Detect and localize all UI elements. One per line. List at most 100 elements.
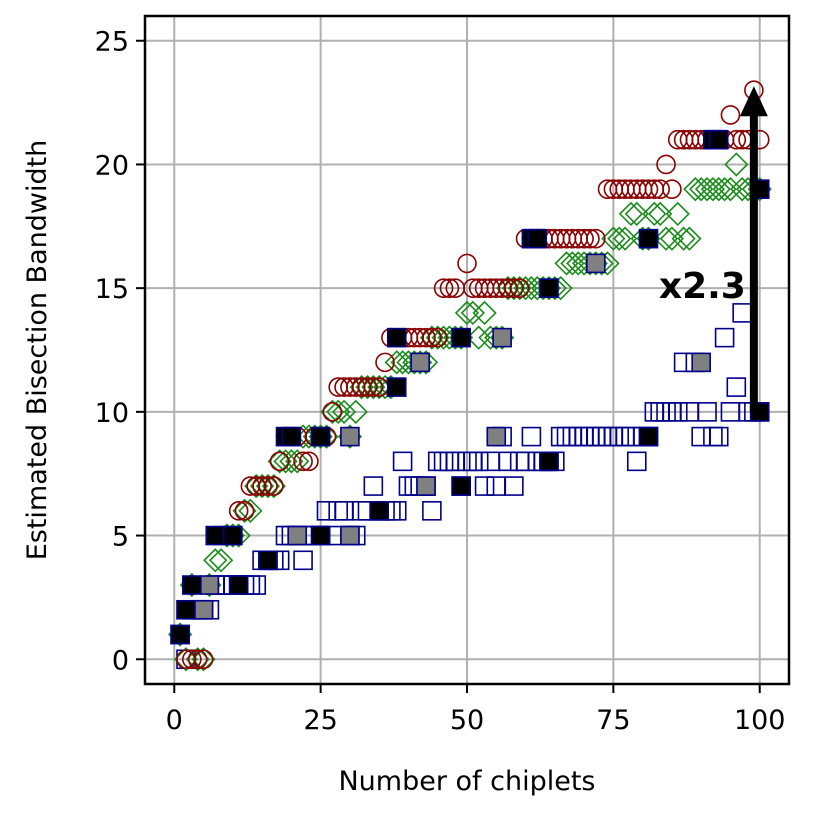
x-tick-label: 50 xyxy=(450,705,484,736)
diamond-point xyxy=(232,498,257,523)
diamond-point xyxy=(624,201,649,227)
diamond-point xyxy=(255,473,281,499)
x-tick-label: 0 xyxy=(166,705,183,736)
black-filled-point xyxy=(310,525,331,546)
square-point xyxy=(486,476,507,496)
circle-point xyxy=(574,228,594,249)
grid-lines xyxy=(145,16,789,684)
y-tick-label: 0 xyxy=(112,645,129,676)
diamond-point xyxy=(249,473,275,499)
diamond-point xyxy=(607,226,632,251)
circle-point xyxy=(299,451,319,472)
circle-point xyxy=(580,228,600,249)
black-filled-point xyxy=(223,525,243,546)
circle-point xyxy=(650,179,671,199)
circle-point xyxy=(258,476,278,496)
diamond-point xyxy=(390,350,415,375)
square-point xyxy=(398,476,419,496)
diamond-point xyxy=(431,325,456,350)
diamond-point xyxy=(244,473,269,499)
diamond-point xyxy=(285,449,310,474)
circle-point xyxy=(252,476,272,496)
black-filled-point xyxy=(170,624,190,645)
circle-point xyxy=(656,154,676,175)
diamond-point xyxy=(730,177,755,202)
diamond-point xyxy=(712,177,737,202)
gray-filled-point xyxy=(410,352,430,373)
diamond-point xyxy=(466,325,491,350)
diamond-point xyxy=(425,325,450,350)
diamond-point xyxy=(507,276,532,301)
y-axis-ticks: 0 5 10 15 20 25 xyxy=(95,27,145,676)
square-point xyxy=(363,476,384,496)
y-tick-label: 20 xyxy=(95,150,129,181)
diamond-point xyxy=(384,350,409,375)
circle-point xyxy=(498,278,518,298)
diamond-point xyxy=(185,647,210,672)
x-axis-title: Number of chiplets xyxy=(338,766,595,797)
circle-point xyxy=(504,278,524,298)
diamond-point xyxy=(349,374,374,400)
diamond-point xyxy=(642,201,667,227)
square-point xyxy=(615,426,635,447)
diamond-point xyxy=(501,276,526,301)
gray-filled-point xyxy=(585,253,606,274)
y-tick-label: 5 xyxy=(112,522,129,553)
circle-point xyxy=(457,253,477,274)
circle-point xyxy=(322,402,343,422)
circle-point xyxy=(439,278,460,298)
square-point xyxy=(703,426,723,447)
x-axis-ticks: 0 25 50 75 100 xyxy=(166,684,786,736)
square-point xyxy=(433,451,454,472)
diamond-point xyxy=(203,548,228,573)
black-filled-point xyxy=(258,550,278,571)
diamond-point xyxy=(326,399,351,424)
diamond-point xyxy=(706,177,731,202)
black-filled-point xyxy=(386,327,407,348)
circle-point xyxy=(193,649,214,670)
square-point xyxy=(726,377,747,397)
diamond-point xyxy=(601,226,626,251)
square-point xyxy=(550,426,571,447)
square-point xyxy=(504,476,524,496)
circle-point xyxy=(585,228,606,249)
square-point xyxy=(498,451,518,472)
diamond-point xyxy=(671,226,696,251)
square-point xyxy=(591,426,612,447)
diamond-point xyxy=(653,226,679,251)
diamond-point xyxy=(361,374,386,400)
black-filled-point xyxy=(708,129,729,150)
diamond-point xyxy=(279,449,304,474)
diamond-point xyxy=(367,374,392,400)
increase-arrow xyxy=(739,86,768,412)
black-filled-point xyxy=(638,228,659,249)
diamond-point xyxy=(612,226,638,251)
scatter-markers xyxy=(167,80,772,672)
diamond-point xyxy=(519,276,544,301)
circle-point xyxy=(433,278,454,298)
circle-point xyxy=(720,105,741,125)
circle-point xyxy=(234,501,255,521)
diamond-point xyxy=(238,498,263,523)
square-point xyxy=(521,426,542,447)
black-filled-point xyxy=(539,451,559,472)
black-filled-point xyxy=(527,228,548,249)
square-point xyxy=(474,476,495,496)
square-point xyxy=(585,426,606,447)
circle-point xyxy=(357,377,378,397)
x-tick-label: 100 xyxy=(734,705,786,736)
y-tick-label: 10 xyxy=(95,398,129,429)
gray-filled-point xyxy=(486,426,507,447)
black-filled-point xyxy=(369,501,389,521)
diamond-point xyxy=(191,647,216,672)
square-point xyxy=(427,451,448,472)
black-filled-point xyxy=(386,377,407,397)
diamond-point xyxy=(495,276,521,301)
circle-point xyxy=(638,179,659,199)
square-point xyxy=(392,451,413,472)
black-filled-point xyxy=(539,278,559,298)
black-filled-point xyxy=(451,476,471,496)
diamond-point xyxy=(454,300,480,326)
square-point xyxy=(580,426,600,447)
